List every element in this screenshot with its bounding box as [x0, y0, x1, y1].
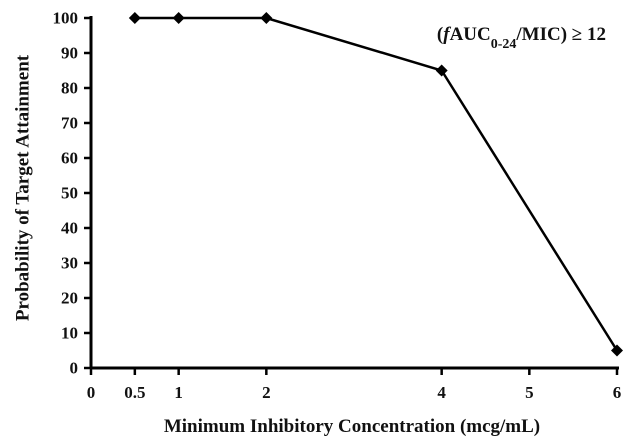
data-point-marker [435, 64, 448, 77]
y-tick-label: 30 [61, 254, 78, 273]
x-tick-label: 2 [262, 383, 271, 402]
data-point-marker [260, 12, 273, 24]
y-tick-label: 100 [53, 9, 79, 28]
x-tick-label: 5 [525, 383, 534, 402]
x-tick-label: 4 [437, 383, 446, 402]
y-tick-label: 40 [61, 219, 78, 238]
data-point-marker [172, 12, 185, 24]
y-axis-title: Probability of Target Attainment [12, 54, 33, 321]
y-tick-label: 0 [70, 359, 79, 378]
y-tick-label: 80 [61, 79, 78, 98]
series-line [134, 16, 619, 352]
y-tick-label: 10 [61, 324, 78, 343]
plot-area [128, 12, 623, 357]
x-tick-label: 0.5 [124, 383, 145, 402]
axes [89, 16, 619, 370]
data-point-marker [611, 344, 623, 357]
y-tick-label: 60 [61, 149, 78, 168]
annotation: (fAUC0-24/MIC) ≥ 12 [437, 24, 606, 52]
y-tick-label: 90 [61, 44, 78, 63]
x-tick-label: 1 [174, 383, 183, 402]
x-ticks: 0 0.5 1 2 4 5 6 [87, 368, 622, 402]
x-axis-title: Minimum Inhibitory Concentration (mcg/mL… [164, 416, 540, 437]
y-tick-label: 50 [61, 184, 78, 203]
y-tick-label: 20 [61, 289, 78, 308]
y-tick-label: 70 [61, 114, 78, 133]
x-tick-label: 6 [613, 383, 622, 402]
x-tick-label: 0 [87, 383, 96, 402]
y-ticks: 0 10 20 30 40 50 60 70 80 90 100 [53, 9, 91, 378]
data-point-marker [128, 12, 141, 24]
